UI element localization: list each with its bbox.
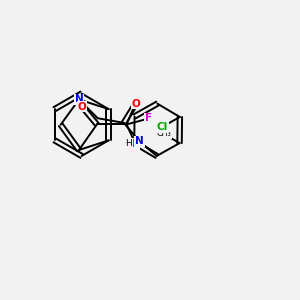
Text: O: O bbox=[78, 102, 86, 112]
Text: O: O bbox=[131, 98, 140, 109]
Text: CH₃: CH₃ bbox=[156, 129, 171, 138]
Text: N: N bbox=[75, 94, 83, 104]
Text: Cl: Cl bbox=[157, 122, 168, 132]
Text: H: H bbox=[125, 140, 132, 148]
Text: F: F bbox=[145, 113, 152, 124]
Text: N: N bbox=[135, 136, 144, 146]
Text: F: F bbox=[132, 99, 139, 109]
Text: F: F bbox=[132, 139, 139, 149]
